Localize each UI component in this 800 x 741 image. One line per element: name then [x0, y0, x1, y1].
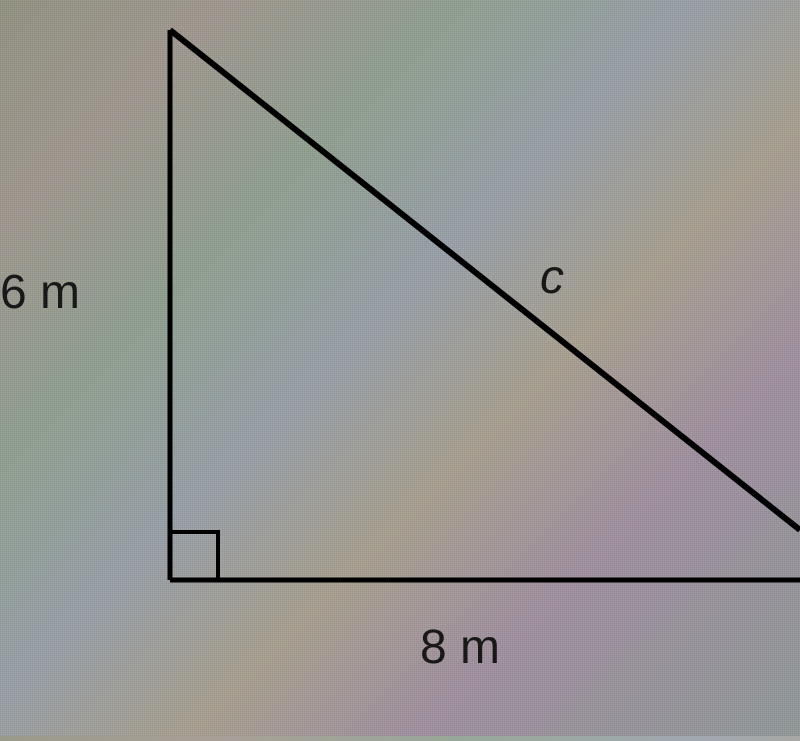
leg-a-label: 6 m — [0, 265, 80, 320]
triangle-diagram: 6 m 8 m c — [0, 0, 800, 736]
leg-b-label: 8 m — [420, 620, 500, 675]
triangle-svg — [0, 0, 800, 736]
right-angle-marker — [170, 532, 218, 580]
hypotenuse-line — [170, 30, 800, 530]
hypotenuse-label: c — [540, 250, 564, 305]
